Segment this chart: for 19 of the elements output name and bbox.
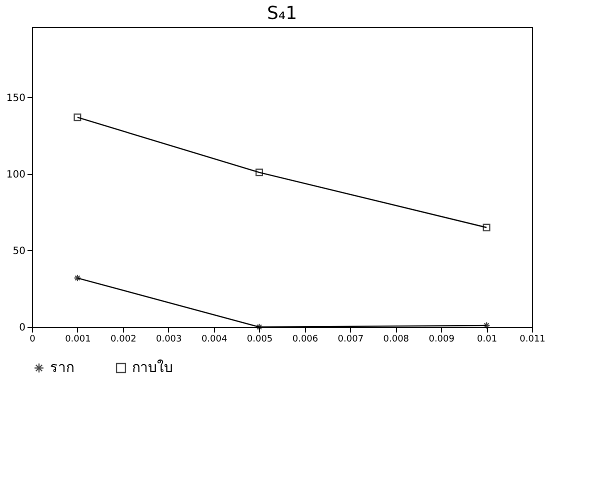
x-tick-label: 0.001 — [65, 334, 91, 344]
y-tick-label: 150 — [6, 92, 26, 104]
legend-label: กาบใบ — [132, 359, 173, 376]
legend-label: ราก — [50, 360, 74, 376]
x-tick-label: 0.005 — [246, 334, 273, 344]
chart-title: S₄1 — [266, 3, 298, 24]
x-tick-label: 0 — [30, 334, 36, 344]
x-tick-label: 0.008 — [383, 334, 410, 344]
y-tick-label: 100 — [6, 169, 26, 180]
x-tick-label: 0.002 — [110, 334, 136, 344]
x-tick-label: 0.01 — [477, 334, 498, 344]
x-tick-label: 0.003 — [156, 334, 182, 344]
y-tick-label: 0 — [19, 322, 26, 334]
y-tick-label: 50 — [12, 246, 26, 257]
x-tick-label: 0.006 — [292, 334, 318, 344]
x-tick-label: 0.007 — [338, 334, 364, 344]
x-tick-label: 0.009 — [428, 334, 455, 344]
x-tick-label: 0.004 — [201, 334, 228, 344]
x-tick-label: 0.011 — [520, 334, 546, 344]
